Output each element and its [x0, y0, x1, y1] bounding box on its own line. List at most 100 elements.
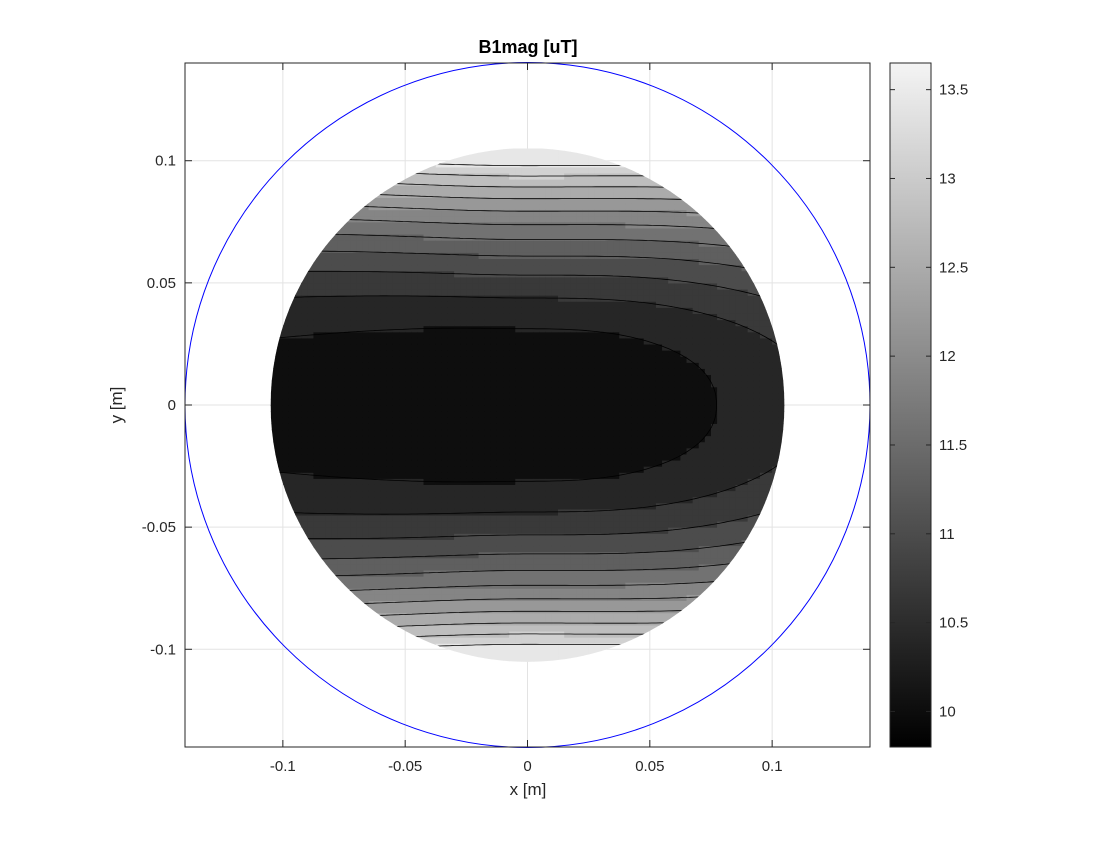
field-cell [558, 423, 565, 430]
field-cell [570, 478, 577, 485]
field-cell [301, 350, 308, 357]
field-cell [430, 332, 437, 339]
field-cell [662, 625, 669, 632]
field-cell [332, 564, 339, 571]
field-cell [613, 552, 620, 559]
field-cell [479, 362, 486, 369]
field-cell [576, 222, 583, 229]
field-cell [650, 313, 657, 320]
field-cell [424, 368, 431, 375]
field-cell [424, 460, 431, 467]
field-cell [528, 374, 535, 381]
field-cell [638, 497, 645, 504]
field-cell [301, 374, 308, 381]
field-cell [436, 185, 443, 192]
field-cell [485, 332, 492, 339]
field-cell [552, 552, 559, 559]
field-cell [454, 240, 461, 247]
field-cell [338, 246, 345, 253]
field-cell [326, 411, 333, 418]
field-cell [613, 460, 620, 467]
field-cell [301, 277, 308, 284]
field-cell [466, 442, 473, 449]
field-cell [491, 246, 498, 253]
field-cell [399, 472, 406, 479]
field-cell [583, 423, 590, 430]
field-cell [332, 368, 339, 375]
field-cell [503, 320, 510, 327]
field-cell [625, 313, 632, 320]
field-cell [656, 613, 663, 620]
field-cell [650, 423, 657, 430]
field-cell [631, 619, 638, 626]
field-cell [503, 594, 510, 601]
field-cell [674, 362, 681, 369]
field-cell [399, 503, 406, 510]
field-cell [607, 588, 614, 595]
field-cell [472, 454, 479, 461]
field-cell [448, 405, 455, 412]
field-cell [570, 527, 577, 534]
field-cell [368, 258, 375, 265]
field-cell [528, 246, 535, 253]
field-cell [479, 381, 486, 388]
field-cell [472, 362, 479, 369]
field-cell [381, 539, 388, 546]
field-cell [356, 436, 363, 443]
field-cell [411, 472, 418, 479]
field-cell [613, 191, 620, 198]
field-cell [399, 545, 406, 552]
field-cell [613, 448, 620, 455]
field-cell [595, 167, 602, 174]
field-cell [424, 387, 431, 394]
field-cell [509, 429, 516, 436]
field-cell [479, 491, 486, 498]
field-cell [417, 503, 424, 510]
field-cell [576, 393, 583, 400]
field-cell [625, 258, 632, 265]
field-cell [326, 313, 333, 320]
field-cell [613, 619, 620, 626]
field-cell [320, 497, 327, 504]
field-cell [454, 313, 461, 320]
field-cell [387, 368, 394, 375]
field-cell [430, 368, 437, 375]
field-cell [546, 393, 553, 400]
field-cell [589, 503, 596, 510]
field-cell [601, 448, 608, 455]
field-cell [589, 484, 596, 491]
field-cell [534, 600, 541, 607]
field-cell [387, 338, 394, 345]
field-cell [564, 265, 571, 272]
field-cell [460, 191, 467, 198]
field-cell [338, 417, 345, 424]
field-cell [479, 161, 486, 168]
field-cell [607, 374, 614, 381]
field-cell [460, 564, 467, 571]
field-cell [564, 185, 571, 192]
field-cell [362, 417, 369, 424]
field-cell [479, 222, 486, 229]
field-cell [436, 246, 443, 253]
field-cell [595, 350, 602, 357]
field-cell [583, 381, 590, 388]
field-cell [625, 283, 632, 290]
field-cell [589, 460, 596, 467]
field-cell [399, 607, 406, 614]
field-cell [619, 594, 626, 601]
field-cell [497, 411, 504, 418]
field-cell [625, 307, 632, 314]
field-cell [313, 484, 320, 491]
field-cell [448, 539, 455, 546]
field-cell [564, 155, 571, 162]
field-cell [326, 454, 333, 461]
field-cell [417, 216, 424, 223]
field-cell [295, 387, 302, 394]
field-cell [368, 210, 375, 217]
field-cell [558, 289, 565, 296]
field-cell [656, 527, 663, 534]
field-cell [540, 216, 547, 223]
field-cell [601, 216, 608, 223]
field-cell [674, 423, 681, 430]
field-cell [405, 374, 412, 381]
